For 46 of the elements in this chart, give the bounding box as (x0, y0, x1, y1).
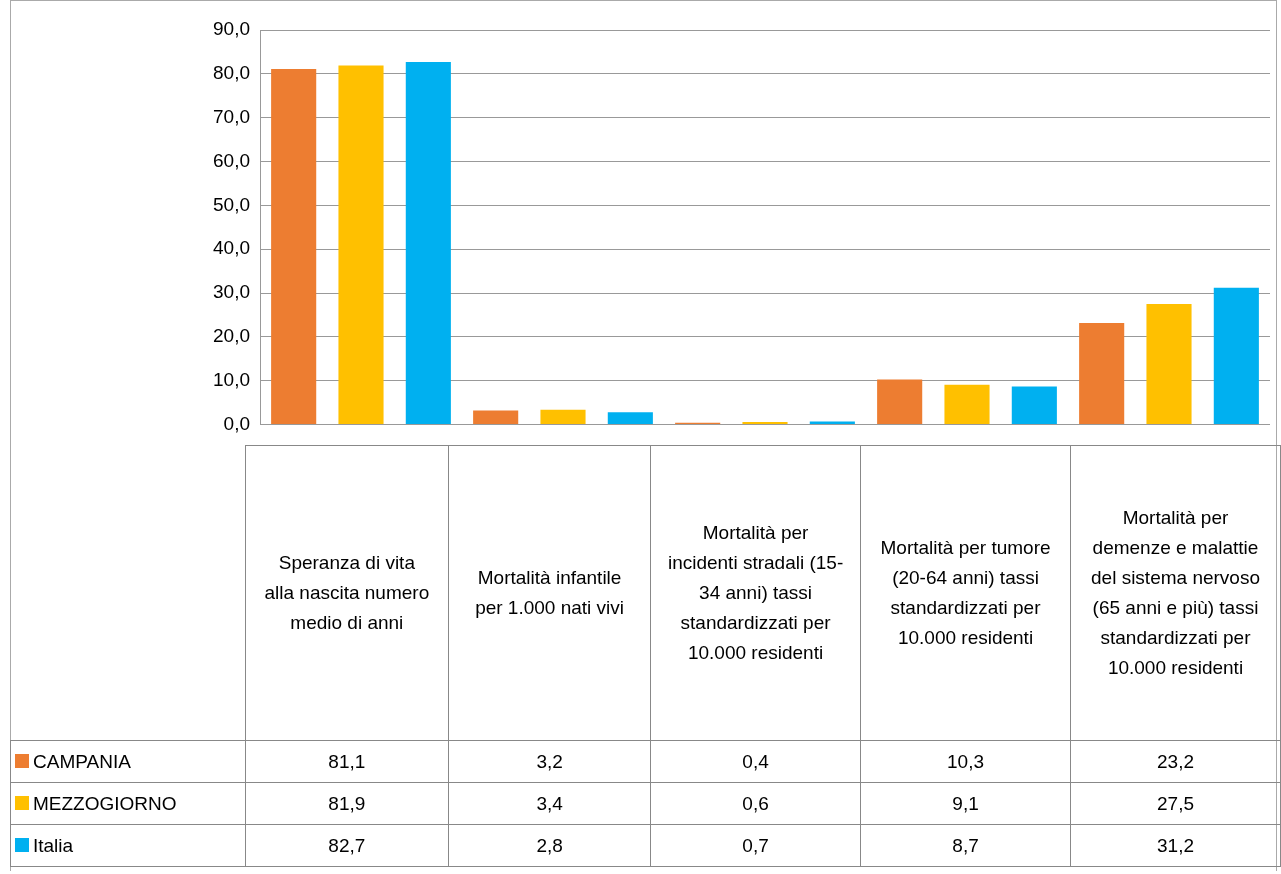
bar (338, 65, 384, 425)
data-label: 23,2 (1070, 740, 1281, 783)
bar (405, 62, 451, 425)
data-label: 81,1 (245, 740, 449, 783)
bar (473, 410, 519, 425)
bar (540, 409, 586, 425)
data-label: 8,7 (860, 824, 1071, 867)
y-tick-label: 50,0 (213, 193, 250, 215)
bar (271, 69, 317, 425)
bar (1146, 304, 1192, 425)
y-tick-label: 0,0 (223, 412, 250, 434)
x-tick-label: Mortalità per incidenti stradali (15-34 anni) tassi standardizzati per 10.000 residenti (650, 445, 861, 741)
x-tick-label: Speranza di vita alla nascita numero medio di anni (245, 445, 449, 741)
y-tick-label: 80,0 (213, 62, 250, 84)
bar (1079, 322, 1125, 425)
legend-label: MEZZOGIORNO (10, 782, 246, 825)
data-label: 0,6 (650, 782, 861, 825)
data-label: 81,9 (245, 782, 449, 825)
bar (944, 384, 990, 425)
bar (607, 412, 653, 425)
data-label: 31,2 (1070, 824, 1281, 867)
data-label: 0,7 (650, 824, 861, 867)
data-label: 0,4 (650, 740, 861, 783)
y-tick-label: 10,0 (213, 368, 250, 390)
data-label: 9,1 (860, 782, 1071, 825)
data-label: 10,3 (860, 740, 1071, 783)
y-tick-label: 40,0 (213, 237, 250, 259)
bar (1213, 287, 1259, 425)
data-label: 2,8 (448, 824, 651, 867)
data-label: 27,5 (1070, 782, 1281, 825)
y-tick-label: 60,0 (213, 149, 250, 171)
legend-label: CAMPANIA (10, 740, 246, 783)
y-tick-label: 70,0 (213, 105, 250, 127)
x-tick-label: Mortalità infantile per 1.000 nati vivi (448, 445, 651, 741)
y-tick-label: 20,0 (213, 325, 250, 347)
bar (742, 421, 788, 425)
x-tick-label: Mortalità per tumore (20-64 anni) tassi standardizzati per 10.000 residenti (860, 445, 1071, 741)
data-label: 82,7 (245, 824, 449, 867)
y-tick-label: 90,0 (213, 18, 250, 40)
data-label: 3,4 (448, 782, 651, 825)
x-tick-label: Mortalità per demenze e malattie del sistema nervoso (65 anni e più) tassi standardizzati per 10.000 residenti (1070, 445, 1281, 741)
y-tick-label: 30,0 (213, 281, 250, 303)
bar (1011, 386, 1057, 425)
legend-label: Italia (10, 824, 246, 867)
data-label: 3,2 (448, 740, 651, 783)
bar (877, 379, 923, 425)
